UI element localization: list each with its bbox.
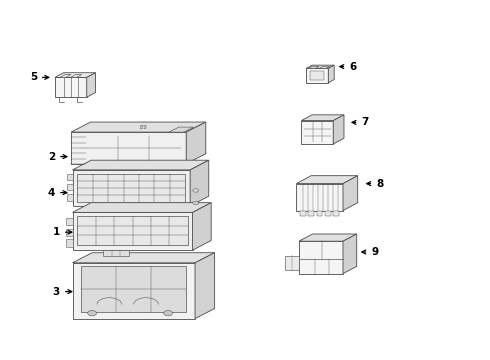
Polygon shape [333,211,339,216]
Polygon shape [308,211,314,216]
Polygon shape [66,239,73,247]
Polygon shape [73,253,215,263]
Polygon shape [67,194,73,201]
Polygon shape [169,127,194,132]
Polygon shape [67,174,73,180]
Polygon shape [73,203,211,212]
Polygon shape [301,121,333,144]
Text: 3: 3 [53,287,72,297]
Ellipse shape [88,310,97,316]
Polygon shape [343,176,358,211]
Polygon shape [73,160,209,170]
Polygon shape [77,174,185,202]
Polygon shape [296,184,343,211]
Ellipse shape [164,310,172,316]
Text: 6: 6 [340,62,356,72]
Polygon shape [67,184,73,190]
Polygon shape [190,160,209,206]
Polygon shape [73,212,193,250]
Text: 8: 8 [367,179,383,189]
Polygon shape [299,241,343,274]
Polygon shape [73,170,190,206]
Polygon shape [77,216,188,245]
Polygon shape [325,211,331,216]
Polygon shape [193,203,211,250]
Polygon shape [102,250,129,256]
Polygon shape [66,229,73,236]
Polygon shape [310,71,324,80]
Polygon shape [71,75,82,77]
Polygon shape [328,65,334,83]
Text: 9: 9 [362,247,378,257]
Polygon shape [296,176,358,184]
Polygon shape [81,266,186,312]
Text: EIS: EIS [140,125,148,130]
Text: 2: 2 [48,152,67,162]
Polygon shape [66,218,73,225]
Polygon shape [306,65,334,68]
Text: 1: 1 [53,227,72,237]
Polygon shape [343,234,357,274]
Polygon shape [71,132,186,164]
Polygon shape [333,115,344,144]
Polygon shape [186,122,206,164]
Polygon shape [301,115,344,121]
Polygon shape [299,234,357,241]
Polygon shape [306,68,328,83]
Text: 7: 7 [352,117,369,127]
Polygon shape [87,73,96,97]
Polygon shape [71,122,206,132]
Polygon shape [195,253,215,319]
Polygon shape [60,75,71,77]
Polygon shape [319,67,330,68]
Ellipse shape [193,189,198,192]
Polygon shape [300,211,306,216]
Text: 5: 5 [30,72,49,82]
Polygon shape [317,211,322,216]
Polygon shape [73,263,195,319]
Ellipse shape [193,201,198,205]
Polygon shape [285,256,299,270]
Text: 4: 4 [48,188,67,198]
Polygon shape [55,77,87,97]
Polygon shape [308,67,319,68]
Polygon shape [55,73,96,77]
